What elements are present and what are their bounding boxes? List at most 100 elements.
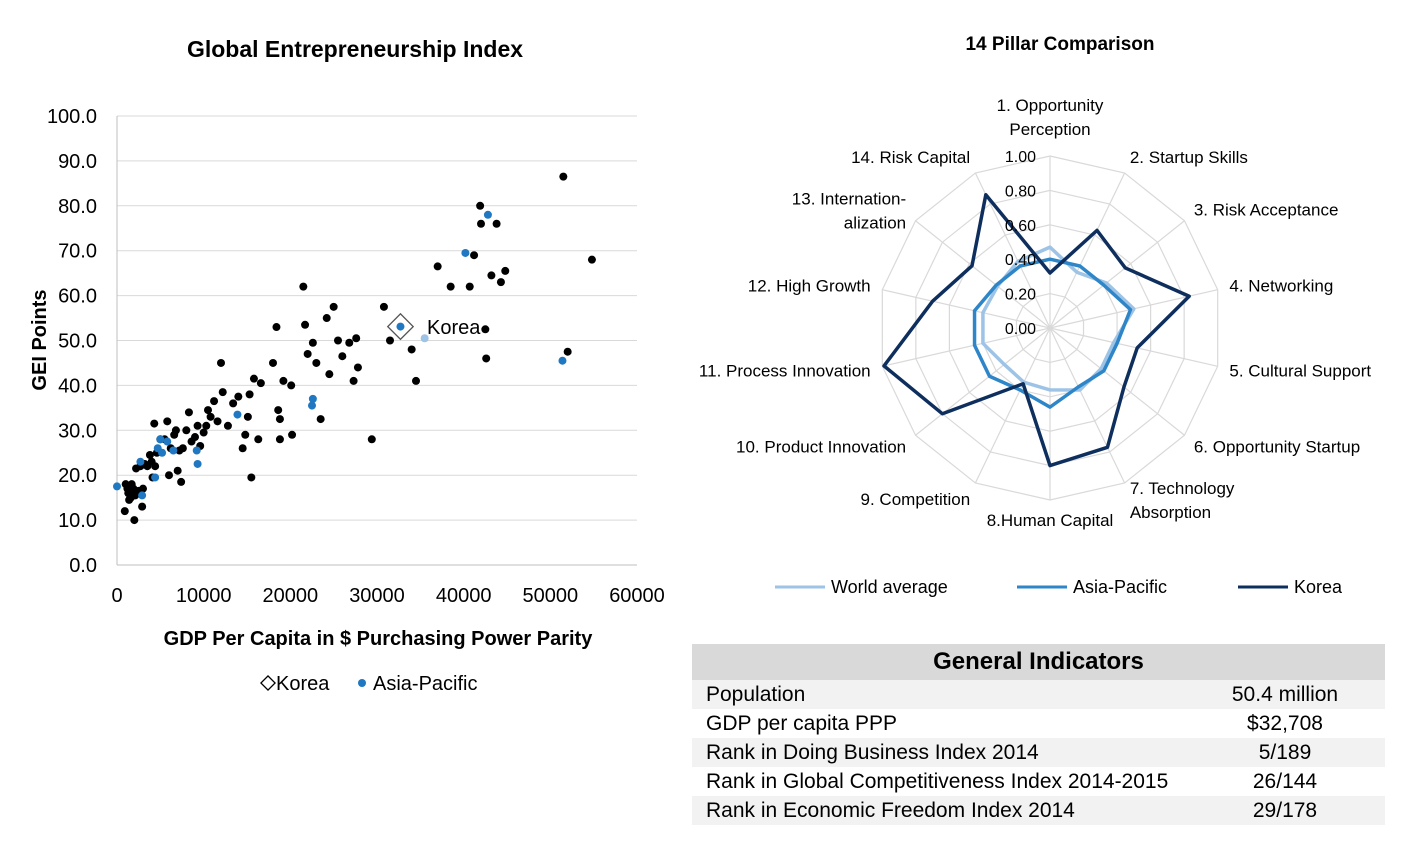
radar-axis-label: 13. Internation-: [792, 190, 906, 209]
radar-series: [882, 192, 1191, 468]
asia-pacific-point: [461, 248, 470, 257]
radar-tick-label: 0.80: [1005, 183, 1036, 200]
data-point: [202, 421, 211, 430]
data-point: [325, 370, 334, 379]
data-point: [470, 251, 479, 260]
radar-spoke: [1049, 327, 1185, 436]
data-point: [563, 347, 572, 356]
radar-axis-label: 2. Startup Skills: [1130, 148, 1248, 167]
data-point: [352, 334, 361, 343]
x-tick-label: 50000: [523, 585, 579, 607]
data-point: [206, 412, 215, 421]
radar-series-line: [972, 257, 1133, 409]
scatter-points: [113, 172, 596, 525]
radar-axis-label: alization: [844, 214, 906, 233]
data-point: [275, 435, 284, 444]
data-point: [274, 406, 283, 415]
data-point: [243, 412, 252, 421]
data-point: [476, 201, 485, 210]
asia-pacific-point: [192, 446, 201, 455]
indicator-label: Population: [706, 683, 806, 706]
scatter-gridlines: 0.0 10.0 20.0 30.0 40.0 50.0 60.0 70.0 80.0 90.0 1…: [47, 106, 637, 577]
asia-pacific-point: [483, 210, 492, 219]
radar-tick-label: 1.00: [1005, 149, 1036, 166]
indicators-rows: Population 50.4 million GDP per capita PP…: [692, 680, 1385, 825]
data-point: [171, 426, 180, 435]
asia-pacific-point: [169, 446, 178, 455]
data-point: [229, 399, 238, 408]
korea-point: [396, 322, 405, 331]
x-tick-label: 60000: [609, 585, 665, 607]
radar-spoke: [974, 327, 1051, 484]
data-point: [287, 381, 296, 390]
data-point: [345, 338, 354, 347]
pillar-radar-chart: 14 Pillar Comparison 0.00 0.20 0.40 0.60 0.8…: [699, 34, 1371, 597]
data-point: [223, 421, 232, 430]
radar-axis-label: 11. Process Innovation: [699, 361, 871, 380]
data-point: [138, 502, 147, 511]
y-tick-label: 10.0: [58, 510, 97, 532]
radar-grid: [881, 155, 1219, 501]
radar-legend: World average Asia-Pacific Korea: [775, 577, 1343, 597]
data-point: [367, 435, 376, 444]
radar-title: 14 Pillar Comparison: [965, 34, 1154, 55]
data-point: [193, 421, 202, 430]
legend-asia-pacific-marker: [358, 679, 366, 687]
radar-axis-label: 3. Risk Acceptance: [1194, 201, 1339, 220]
data-point: [245, 390, 254, 399]
data-point: [386, 336, 394, 345]
asia-pacific-point: [138, 491, 147, 500]
x-tick-label: 10000: [176, 585, 232, 607]
radar-axis-label: 9. Competition: [861, 490, 971, 509]
data-point: [487, 271, 496, 280]
indicator-value: $32,708: [1247, 712, 1323, 735]
asia-pacific-point: [233, 410, 242, 419]
data-point: [303, 349, 312, 358]
korea-annotation: Korea: [427, 317, 481, 339]
data-point: [412, 376, 420, 385]
radar-tick-labels: 0.00 0.20 0.40 0.60 0.80 1.00: [1005, 149, 1036, 338]
y-tick-label: 80.0: [58, 196, 97, 218]
radar-axis-label: 14. Risk Capital: [851, 148, 970, 167]
data-point: [312, 358, 321, 367]
data-point: [481, 325, 490, 334]
asia-pacific-point: [158, 448, 167, 457]
data-point: [338, 352, 347, 361]
data-point: [182, 426, 191, 435]
data-point: [465, 282, 474, 291]
data-point: [191, 433, 199, 442]
scatter-x-axis-label: GDP Per Capita in $ Purchasing Power Par…: [164, 628, 594, 650]
x-tick-label: 30000: [349, 585, 405, 607]
radar-spoke: [1049, 172, 1126, 329]
y-tick-label: 100.0: [47, 106, 97, 128]
data-point: [275, 415, 284, 424]
indicator-value: 29/178: [1252, 799, 1318, 822]
y-tick-label: 50.0: [58, 331, 97, 353]
radar-spoke: [1049, 327, 1218, 367]
radar-axis-label: 7. Technology: [1130, 479, 1235, 498]
legend-asia-pacific-radar-label: Asia-Pacific: [1073, 577, 1167, 597]
radar-spoke: [882, 289, 1051, 329]
radar-tick-label: 0.40: [1005, 252, 1036, 269]
x-tick-label: 40000: [436, 585, 492, 607]
y-tick-label: 40.0: [58, 375, 97, 397]
general-indicators-table: General Indicators Population 50.4 millio…: [692, 644, 1385, 825]
data-point: [130, 516, 139, 525]
data-point: [165, 471, 173, 480]
y-tick-label: 30.0: [58, 420, 97, 442]
data-point: [145, 450, 154, 459]
data-point: [151, 462, 160, 471]
radar-axis-label: 4. Networking: [1229, 277, 1333, 296]
y-tick-label: 60.0: [58, 286, 97, 308]
asia-pacific-point: [113, 482, 121, 491]
data-point: [238, 444, 247, 453]
indicator-row: Population 50.4 million: [692, 680, 1385, 709]
indicator-row: Rank in Doing Business Index 2014 5/189: [692, 738, 1385, 767]
radar-tick-label: 0.60: [1005, 218, 1036, 235]
data-point: [163, 417, 172, 426]
radar-series-line: [981, 245, 1136, 392]
data-point: [254, 435, 263, 444]
data-point: [249, 374, 258, 383]
radar-axis-label: 6. Opportunity Startup: [1194, 437, 1360, 456]
legend-korea-label: Korea: [276, 673, 330, 695]
